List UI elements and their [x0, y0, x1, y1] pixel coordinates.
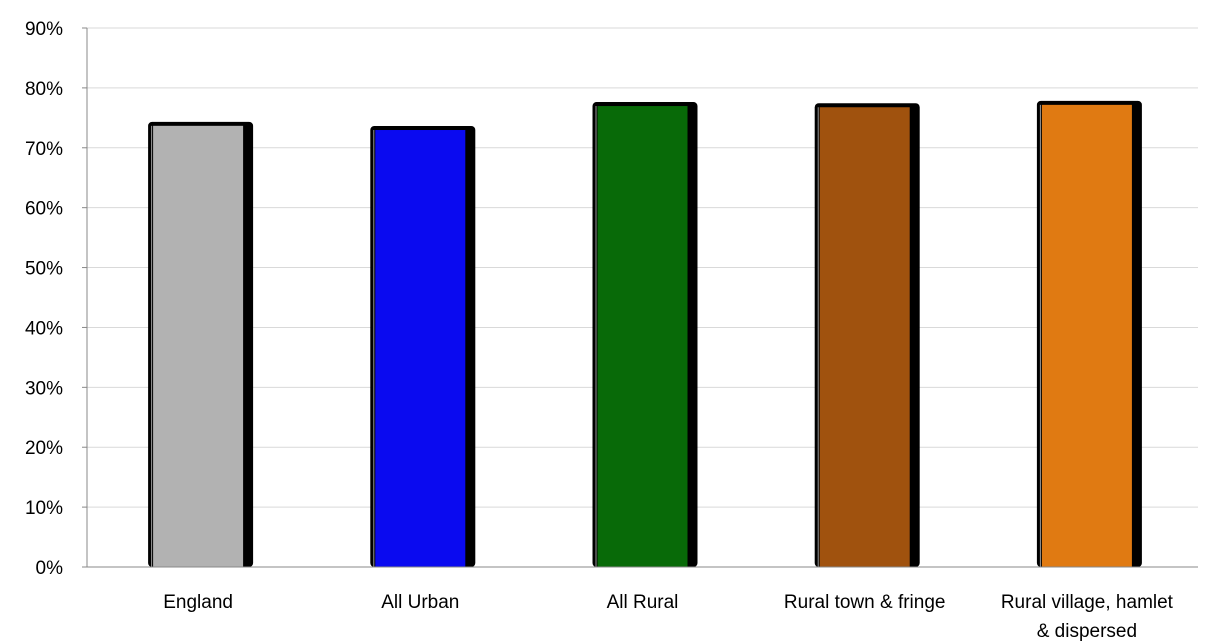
bar: [375, 130, 466, 567]
y-tick-label: 10%: [25, 498, 63, 519]
bar-group: [370, 126, 476, 568]
bars: [148, 100, 1142, 568]
y-axis-ticks: 0% 10% 20% 30% 40% 50% 60% 70% 80% 90%: [25, 19, 63, 579]
y-tick-label: 40%: [25, 318, 63, 339]
x-tick-label: Rural village, hamlet: [1001, 592, 1174, 613]
bar-group: [148, 121, 254, 568]
x-tick-label: Rural town & fringe: [784, 592, 946, 613]
axes: [82, 27, 1198, 568]
x-axis-labels: England All Urban All Rural Rural town & fr…: [163, 592, 1173, 642]
y-tick-label: 70%: [25, 139, 63, 160]
bar: [819, 107, 910, 568]
y-tick-label: 0%: [36, 558, 64, 579]
bar: [597, 106, 688, 567]
y-tick-label: 90%: [25, 19, 63, 40]
y-tick-label: 50%: [25, 259, 63, 280]
y-tick-label: 80%: [25, 79, 63, 100]
bar: [1041, 104, 1132, 567]
x-tick-label: All Rural: [607, 592, 679, 613]
bar-group: [592, 102, 698, 567]
y-tick-label: 30%: [25, 378, 63, 399]
x-tick-label: & dispersed: [1037, 621, 1137, 642]
y-tick-label: 20%: [25, 438, 63, 459]
bar: [153, 125, 244, 568]
x-tick-label: All Urban: [381, 592, 459, 613]
x-tick-label: England: [163, 592, 233, 613]
bar-group: [1036, 100, 1142, 567]
bar-group: [814, 103, 920, 568]
y-tick-label: 60%: [25, 199, 63, 220]
